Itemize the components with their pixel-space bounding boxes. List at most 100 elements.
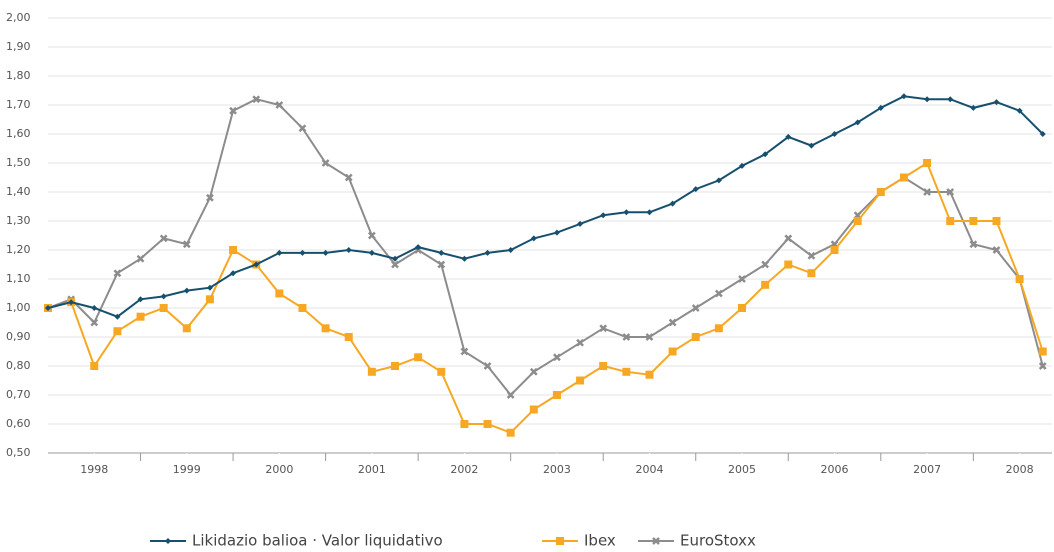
y-tick-label: 1,70 <box>6 98 31 111</box>
marker <box>275 289 284 298</box>
marker <box>460 420 469 428</box>
x-tick-label: 2006 <box>821 463 849 476</box>
marker <box>437 260 446 269</box>
legend-marker <box>556 537 564 545</box>
marker <box>483 362 492 370</box>
marker <box>992 246 1001 254</box>
x-tick-label: 2007 <box>913 463 941 476</box>
marker <box>668 318 677 327</box>
x-tick-label: 2002 <box>450 463 478 476</box>
marker <box>507 247 514 253</box>
marker <box>645 333 654 341</box>
marker <box>691 333 700 341</box>
y-tick-label: 1,40 <box>6 185 31 198</box>
marker <box>206 193 214 202</box>
marker <box>391 362 400 370</box>
marker <box>321 159 330 167</box>
marker <box>739 162 746 169</box>
y-tick-label: 1,90 <box>6 40 31 53</box>
marker <box>924 96 931 103</box>
marker <box>946 188 955 196</box>
marker <box>68 299 75 306</box>
marker <box>761 280 770 289</box>
y-tick-label: 1,20 <box>6 243 31 256</box>
marker <box>761 260 770 269</box>
marker <box>345 247 352 253</box>
marker <box>993 99 1000 106</box>
marker <box>1016 107 1023 114</box>
marker <box>1038 362 1047 370</box>
marker <box>576 376 585 385</box>
x-tick-label: 2003 <box>543 463 571 476</box>
marker <box>437 367 446 376</box>
marker <box>415 244 422 251</box>
marker <box>344 333 353 341</box>
marker <box>90 318 99 327</box>
marker <box>969 240 978 249</box>
marker <box>529 405 538 414</box>
marker <box>298 304 307 312</box>
marker <box>692 186 699 193</box>
marker <box>623 209 630 216</box>
marker <box>367 231 376 240</box>
y-tick-label: 1,30 <box>6 214 31 227</box>
y-tick-label: 0,50 <box>6 446 31 459</box>
marker <box>229 246 238 254</box>
marker <box>91 305 98 311</box>
marker <box>253 261 260 268</box>
marker <box>714 289 723 298</box>
marker <box>830 246 839 254</box>
marker <box>622 333 631 341</box>
y-tick-label: 1,00 <box>6 301 31 314</box>
marker <box>600 212 607 219</box>
marker <box>113 269 122 278</box>
y-tick-label: 2,00 <box>6 11 31 24</box>
marker <box>438 249 445 256</box>
x-tick-label: 1999 <box>173 463 201 476</box>
marker <box>205 295 214 304</box>
legend-label: EuroStoxx <box>680 532 756 550</box>
marker <box>992 217 1001 225</box>
marker <box>553 353 561 362</box>
marker <box>136 254 145 263</box>
marker <box>344 173 353 182</box>
marker <box>576 338 584 347</box>
marker <box>762 151 769 158</box>
x-tick-label: 2004 <box>635 463 663 476</box>
marker <box>368 249 375 256</box>
marker <box>553 229 560 236</box>
marker <box>137 296 144 303</box>
marker <box>414 353 423 362</box>
marker <box>969 217 978 225</box>
x-tick-label: 2000 <box>265 463 293 476</box>
y-tick-label: 0,80 <box>6 359 31 372</box>
marker <box>552 391 561 399</box>
marker <box>738 275 746 283</box>
y-tick-label: 1,50 <box>6 156 31 169</box>
legend-label: Ibex <box>584 532 616 550</box>
marker <box>367 367 376 376</box>
y-tick-label: 0,90 <box>6 330 31 343</box>
marker <box>807 251 816 260</box>
marker <box>784 234 793 243</box>
marker <box>275 101 284 109</box>
legend-marker <box>165 538 171 544</box>
marker <box>784 260 793 269</box>
marker <box>785 133 792 140</box>
marker <box>159 304 168 312</box>
marker <box>322 249 329 256</box>
marker <box>900 93 907 100</box>
marker <box>45 305 51 311</box>
y-tick-label: 1,60 <box>6 127 31 140</box>
marker <box>391 260 399 269</box>
x-tick-label: 2008 <box>1006 463 1034 476</box>
series-line <box>47 98 1044 397</box>
marker <box>807 269 816 278</box>
series-line <box>47 161 1044 434</box>
marker <box>461 255 468 262</box>
marker <box>831 131 838 137</box>
marker <box>1015 275 1024 283</box>
marker <box>206 284 213 291</box>
marker <box>182 324 191 333</box>
